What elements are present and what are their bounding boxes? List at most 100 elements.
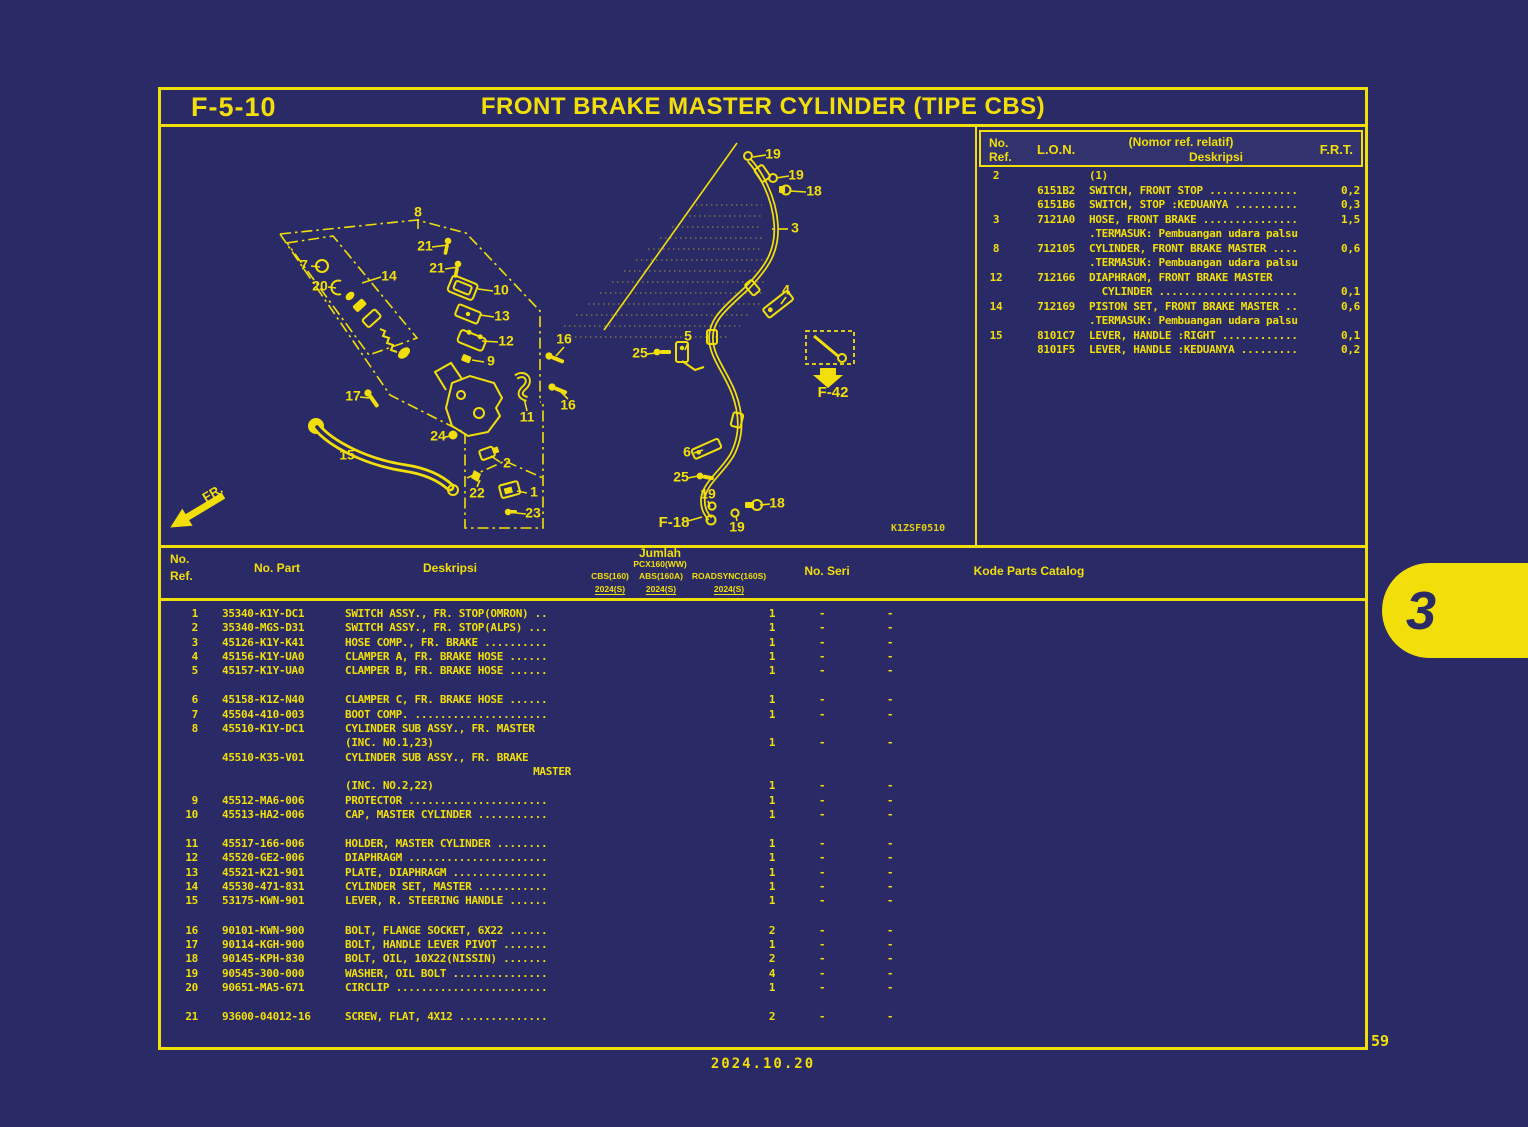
brake-lever	[308, 418, 459, 496]
washer-24	[448, 430, 458, 440]
diagram-callout-25: 25	[632, 345, 648, 361]
ref-table-row: CYLINDER ...................... 0,1	[1089, 285, 1361, 298]
bolt-25b	[696, 472, 714, 481]
parts-table-row: 17 90114-KGH-900 BOLT, HANDLE LEVER PIVOT …	[185, 937, 894, 951]
page-header: F-5-10 FRONT BRAKE MASTER CYLINDER (TIPE…	[158, 87, 1368, 127]
joint-piece	[478, 445, 500, 461]
diagram-callout-5: 5	[684, 328, 692, 344]
diagram-callout-21: 21	[429, 260, 445, 276]
parts-col-q3: ROADSYNC(160S)	[691, 571, 767, 581]
parts-col-seri: No. Seri	[804, 564, 850, 578]
parts-table-row: 4 45156-K1Y-UA0 CLAMPER A, FR. BRAKE HOSE …	[191, 649, 894, 663]
ref-table-row: 3 7121A0 HOSE, FRONT BRAKE ...............…	[992, 212, 1360, 226]
clamper-c	[690, 437, 723, 460]
section-tab[interactable]: 3	[1382, 563, 1528, 658]
parts-table-row: 13 45521-K21-901 PLATE, DIAPHRAGM ........…	[185, 865, 894, 879]
diagram-callout-9: 9	[487, 353, 495, 369]
clamper-a	[762, 290, 794, 319]
diagram-callout-14: 14	[381, 268, 397, 284]
diagram-callout-18: 18	[806, 183, 822, 199]
reference-table-panel	[975, 127, 1368, 545]
ref-table-row: 8101F5 LEVER, HANDLE :KEDUANYA ......... 0…	[1037, 343, 1360, 356]
diagram-label-fr.: FR.	[200, 481, 226, 505]
parts-table-row: 14 45530-471-831 CYLINDER SET, MASTER ....…	[185, 880, 894, 894]
parts-table-row: 19 90545-300-000 WASHER, OIL BOLT ........…	[185, 966, 894, 980]
section-tab-label: 3	[1406, 580, 1437, 641]
parts-table-row: 11 45517-166-006 HOLDER, MASTER CYLINDER .…	[185, 837, 894, 851]
parts-table-row: 1 35340-K1Y-DC1 SWITCH ASSY., FR. STOP(OMR…	[191, 607, 894, 620]
parts-table-row: 2 35340-MGS-D31 SWITCH ASSY., FR. STOP(ALP…	[191, 621, 894, 635]
diagram-callout-19: 19	[788, 167, 804, 183]
bolt-16a	[545, 352, 565, 364]
parts-col-jumlah: Jumlah	[638, 546, 681, 560]
screw-23	[504, 508, 517, 516]
parts-table-row: 20 90651-MA5-671 CIRCLIP .................…	[185, 980, 894, 994]
parts-table-header	[158, 545, 1368, 601]
oil-bolt-18a	[779, 184, 792, 196]
parts-table-row: 6 45158-K1Z-N40 CLAMPER C, FR. BRAKE HOSE …	[191, 693, 894, 707]
ref-col-ref: Ref.	[989, 150, 1012, 164]
ref-table-rows: 2 (1) 6151B2 SWITCH, FRONT STOP ...........…	[979, 169, 1365, 358]
switch-assy	[498, 480, 522, 499]
diagram-callout-19: 19	[700, 486, 716, 502]
publication-date: 2024.10.20	[710, 1056, 816, 1072]
ref-table-row: 8 712105 CYLINDER, FRONT BRAKE MASTER ....…	[992, 241, 1360, 255]
ref-table-row: .TERMASUK: Pembuangan udara palsu	[1089, 256, 1298, 269]
ref-table-row: 2 (1)	[992, 169, 1108, 182]
down-arrow-icon	[813, 368, 843, 388]
brake-hose	[700, 158, 779, 521]
leader-lines	[310, 142, 807, 522]
clamper-b	[675, 341, 705, 372]
ref-table-row: 6151B6 SWITCH, STOP :KEDUANYA .......... 0…	[1037, 198, 1360, 211]
ref-table-row: .TERMASUK: Pembuangan udara palsu	[1089, 314, 1298, 327]
ref-table-row: 14 712169 PISTON SET, FRONT BRAKE MASTER .…	[989, 299, 1361, 313]
part-glyphs	[170, 151, 855, 528]
parts-table-row: 9 45512-MA6-006 PROTECTOR ................…	[191, 793, 894, 807]
parts-col-desc: Deskripsi	[422, 561, 478, 575]
washer-19d	[730, 508, 740, 518]
ref-col-lon: L.O.N.	[1037, 142, 1076, 157]
washer-19a	[743, 151, 753, 161]
bolt-25a	[653, 348, 671, 356]
diagram-label-f-18: F-18	[659, 514, 690, 531]
circlip	[330, 279, 342, 296]
parts-table-row: 18 90145-KPH-830 BOLT, OIL, 10X22(NISSIN) …	[185, 952, 894, 966]
ref-box-f42	[805, 330, 855, 388]
watermark-wing	[560, 204, 764, 338]
parts-table-row: 10 45513-HA2-006 CAP, MASTER CYLINDER ....…	[185, 807, 894, 821]
diagram-callout-23: 23	[525, 505, 541, 521]
parts-col-no: No.	[170, 552, 190, 566]
cap-master-cylinder	[446, 274, 479, 301]
diagram-callout-4: 4	[782, 282, 790, 298]
diagram-callout-3: 3	[791, 220, 799, 236]
parts-table-row: 15 53175-KWN-901 LEVER, R. STEERING HANDLE…	[185, 894, 894, 908]
diagram-callout-24: 24	[430, 428, 446, 444]
diagram-callout-12: 12	[498, 333, 514, 349]
diagram-callout-10: 10	[493, 282, 509, 298]
page-title: FRONT BRAKE MASTER CYLINDER (TIPE CBS)	[480, 93, 1046, 120]
parts-table-row: (INC. NO.2,22) 1- -	[345, 779, 894, 793]
ref-col-no: No.	[989, 136, 1009, 150]
ref-col-desc-top: (Nomor ref. relatif)	[1128, 135, 1234, 149]
parts-col-y1: 2024(S)	[594, 584, 626, 594]
diagram-callout-19: 19	[765, 146, 781, 162]
fr-arrow-icon	[170, 492, 226, 528]
parts-table-row: MASTER	[533, 764, 571, 778]
diagram-callout-19: 19	[729, 519, 745, 535]
parts-col-model: PCX160(WW)	[633, 559, 687, 569]
banjo-end	[705, 514, 717, 526]
ref-table-row: 12 712166 DIAPHRAGM, FRONT BRAKE MASTER	[989, 270, 1273, 284]
parts-table-row: 45510-K35-V01 CYLINDER SUB ASSY., FR. BRA…	[222, 750, 529, 764]
assembly-outline	[279, 219, 544, 529]
diagram-callout-16: 16	[556, 331, 572, 347]
screw-21b	[453, 260, 462, 278]
protector	[461, 354, 472, 364]
ref-col-frt: F.R.T.	[1319, 142, 1353, 157]
diagram-callout-15: 15	[339, 447, 355, 463]
diagram-callout-25: 25	[673, 469, 689, 485]
parts-table-row: 3 45126-K1Y-K41 HOSE COMP., FR. BRAKE ....…	[191, 635, 894, 649]
diagram-callout-16: 16	[560, 397, 576, 413]
washer-19b	[768, 173, 778, 183]
parts-table-rows: 1 35340-K1Y-DC1 SWITCH ASSY., FR. STOP(OMR…	[160, 607, 1365, 1024]
